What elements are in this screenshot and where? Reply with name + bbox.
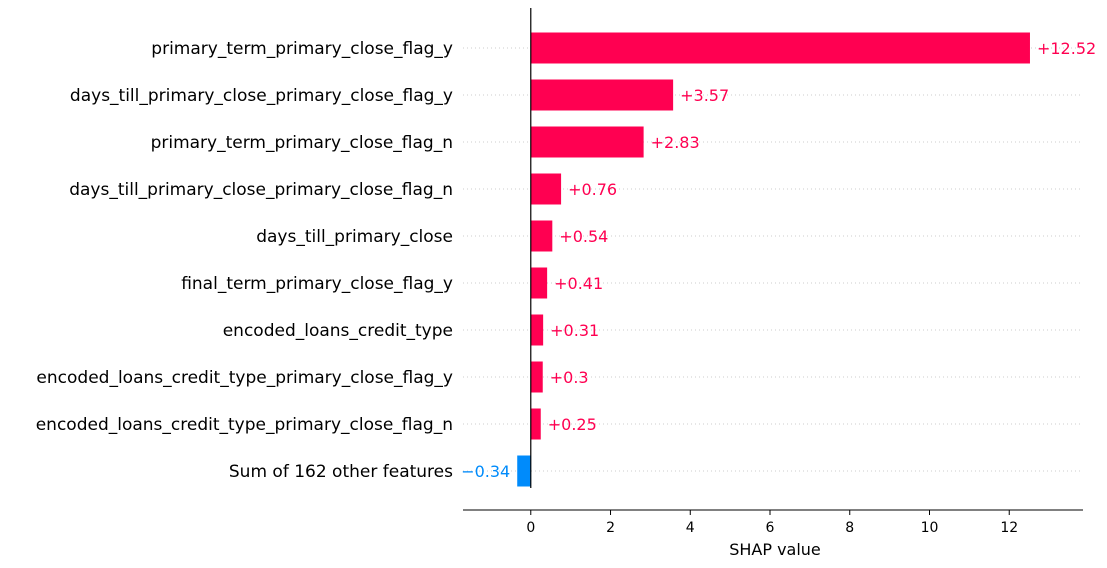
bar	[530, 361, 543, 393]
value-label: +0.41	[554, 274, 603, 293]
row-guides	[463, 47, 1083, 472]
value-label: +0.76	[568, 180, 617, 199]
x-tick-label: 8	[845, 520, 854, 536]
bar	[530, 32, 1030, 64]
feature-label: primary_term_primary_close_flag_y	[151, 39, 453, 59]
feature-label: encoded_loans_credit_type_primary_close_…	[36, 368, 453, 388]
value-label: +0.54	[559, 227, 608, 246]
feature-label: days_till_primary_close_primary_close_fl…	[69, 180, 453, 200]
feature-labels: primary_term_primary_close_flag_y days_ti…	[36, 39, 453, 482]
bar	[530, 267, 548, 299]
feature-label: encoded_loans_credit_type_primary_close_…	[36, 415, 453, 435]
value-label: +12.52	[1037, 39, 1096, 58]
bar	[517, 455, 531, 487]
feature-label: final_term_primary_close_flag_y	[181, 274, 453, 294]
x-tick-label: 0	[526, 520, 535, 536]
x-tick-label: 6	[766, 520, 775, 536]
feature-label: primary_term_primary_close_flag_n	[151, 133, 453, 153]
bar	[530, 126, 644, 158]
x-tick-label: 10	[921, 520, 939, 536]
bars	[517, 32, 1030, 487]
value-label: +2.83	[651, 133, 700, 152]
x-tick-label: 2	[606, 520, 615, 536]
bar	[530, 79, 674, 111]
feature-label: days_till_primary_close	[256, 227, 453, 247]
value-label: −0.34	[461, 462, 510, 481]
x-tick-label: 4	[686, 520, 695, 536]
feature-label: Sum of 162 other features	[229, 462, 453, 482]
feature-label: days_till_primary_close_primary_close_fl…	[70, 86, 453, 106]
value-labels: +12.52 +3.57 +2.83 +0.76 +0.54 +0.41 +0.31 +0.3…	[461, 39, 1096, 481]
value-label: +0.3	[550, 368, 589, 387]
bar	[530, 173, 562, 205]
value-label: +0.31	[550, 321, 599, 340]
value-label: +0.25	[548, 415, 597, 434]
bar	[530, 408, 541, 440]
x-axis-title: SHAP value	[729, 540, 821, 559]
bar	[530, 220, 553, 252]
x-tick-label: 12	[1000, 520, 1018, 536]
value-label: +3.57	[680, 86, 729, 105]
x-axis: 0 2 4 6 8 10 12	[463, 509, 1083, 536]
bar	[530, 314, 544, 346]
feature-label: encoded_loans_credit_type	[223, 321, 453, 341]
